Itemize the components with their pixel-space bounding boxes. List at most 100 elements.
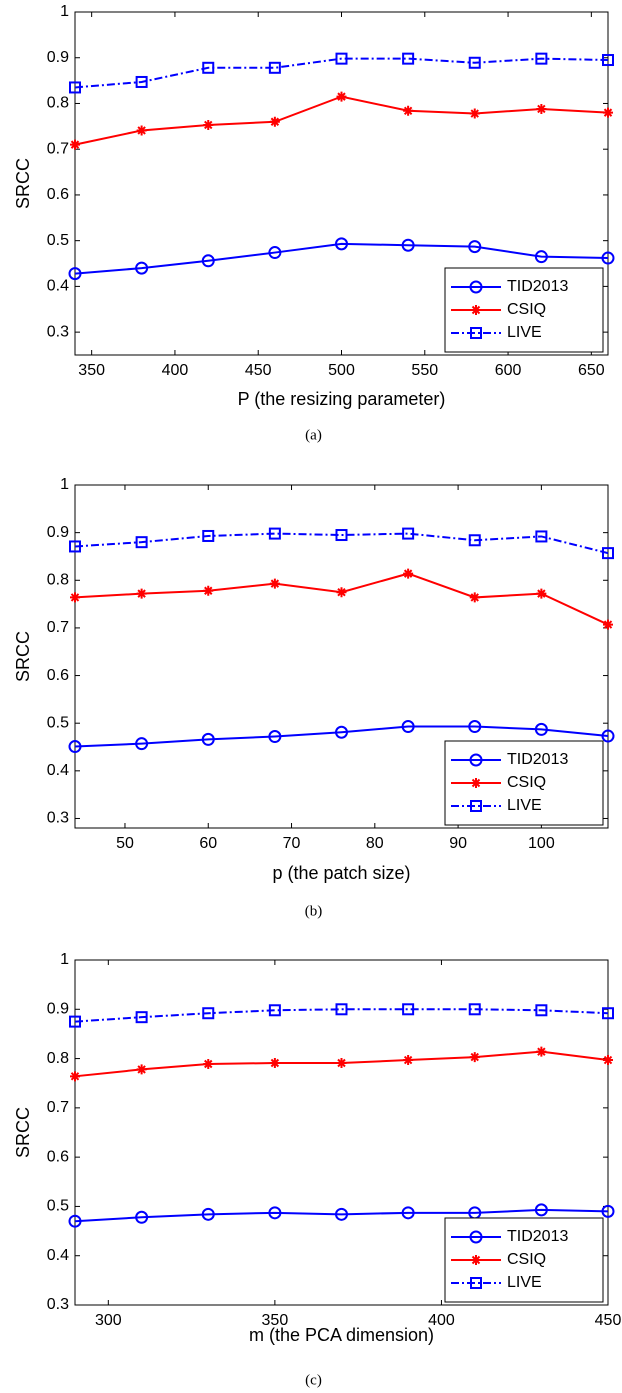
x-tick-label: 550 xyxy=(411,362,438,379)
marker xyxy=(335,725,348,739)
marker xyxy=(201,254,215,268)
marker xyxy=(269,116,280,127)
marker xyxy=(468,720,482,734)
x-tick-label: 450 xyxy=(595,1312,622,1329)
marker xyxy=(70,592,80,603)
marker xyxy=(269,1058,280,1069)
marker xyxy=(68,1214,82,1228)
marker xyxy=(336,91,347,102)
marker xyxy=(468,534,481,547)
y-tick-label: 0.8 xyxy=(47,1050,69,1067)
marker xyxy=(402,1003,415,1016)
y-tick-label: 0.6 xyxy=(47,1148,69,1165)
x-tick-label: 100 xyxy=(528,835,555,852)
marker xyxy=(268,61,281,74)
marker xyxy=(335,1003,348,1016)
marker xyxy=(68,740,82,754)
y-tick-label: 0.5 xyxy=(47,714,69,731)
marker xyxy=(268,1004,281,1017)
series-line xyxy=(74,242,609,275)
legend-label: TID2013 xyxy=(507,751,568,768)
marker xyxy=(468,56,481,69)
x-tick-label: 400 xyxy=(428,1312,455,1329)
y-tick-label: 1 xyxy=(60,476,69,493)
marker xyxy=(401,1206,415,1220)
legend-label: CSIQ xyxy=(507,1251,546,1268)
caption: (c) xyxy=(305,1372,322,1388)
marker xyxy=(135,75,148,88)
marker xyxy=(402,52,415,65)
marker xyxy=(135,1210,149,1224)
marker xyxy=(403,105,414,116)
y-tick-label: 0.4 xyxy=(47,762,69,779)
legend-marker xyxy=(469,1230,483,1244)
marker xyxy=(135,261,149,275)
x-tick-label: 90 xyxy=(449,835,467,852)
legend-label: TID2013 xyxy=(507,1228,568,1245)
marker xyxy=(601,729,615,743)
marker xyxy=(403,1055,414,1066)
marker xyxy=(135,737,149,751)
x-tick-label: 600 xyxy=(495,362,522,379)
marker xyxy=(202,61,215,74)
y-tick-label: 1 xyxy=(60,951,69,968)
marker xyxy=(602,54,614,67)
series-line xyxy=(74,725,609,748)
legend-label: LIVE xyxy=(507,1274,542,1291)
series-line xyxy=(74,1008,609,1023)
y-tick-label: 0.4 xyxy=(47,278,69,295)
marker xyxy=(336,1058,347,1069)
legend-marker xyxy=(471,778,481,788)
y-tick-label: 0.5 xyxy=(47,1198,69,1215)
marker xyxy=(401,238,415,252)
marker xyxy=(535,530,548,543)
marker xyxy=(468,1003,481,1016)
marker xyxy=(603,107,613,118)
marker xyxy=(401,720,415,734)
marker xyxy=(135,1011,148,1024)
y-tick-label: 0.7 xyxy=(47,140,69,157)
marker xyxy=(268,527,281,540)
marker xyxy=(601,251,615,265)
marker xyxy=(69,540,81,553)
x-tick-label: 350 xyxy=(78,362,105,379)
marker xyxy=(135,536,148,549)
marker xyxy=(536,588,547,599)
marker xyxy=(335,529,348,542)
y-tick-label: 0.9 xyxy=(47,49,69,66)
y-tick-label: 0.3 xyxy=(47,1296,69,1313)
legend-label: LIVE xyxy=(507,324,542,341)
legend-label: TID2013 xyxy=(507,278,568,295)
marker xyxy=(534,722,548,736)
x-tick-label: 300 xyxy=(95,1312,122,1329)
marker xyxy=(268,730,282,744)
y-tick-label: 0.9 xyxy=(47,1001,69,1018)
marker xyxy=(469,592,480,603)
x-tick-label: 450 xyxy=(245,362,272,379)
marker xyxy=(468,240,482,254)
x-tick-label: 60 xyxy=(199,835,217,852)
marker xyxy=(202,529,215,542)
marker xyxy=(70,139,80,150)
caption: (a) xyxy=(305,427,322,443)
legend-marker xyxy=(471,1255,481,1265)
legend-marker xyxy=(470,1277,482,1289)
legend-marker xyxy=(470,327,482,339)
marker xyxy=(69,81,81,94)
y-tick-label: 0.7 xyxy=(47,1099,69,1116)
marker xyxy=(201,732,215,746)
legend-marker xyxy=(469,280,483,294)
marker xyxy=(335,52,348,65)
marker xyxy=(403,568,414,579)
y-axis-label: SRCC xyxy=(13,158,33,209)
series-line xyxy=(74,1208,609,1223)
marker xyxy=(536,103,547,114)
marker xyxy=(203,119,214,130)
legend-marker xyxy=(469,753,483,767)
marker xyxy=(534,250,548,264)
legend-marker xyxy=(471,305,481,315)
y-tick-label: 0.9 xyxy=(47,524,69,541)
legend-marker xyxy=(470,800,482,812)
marker xyxy=(70,1071,80,1082)
